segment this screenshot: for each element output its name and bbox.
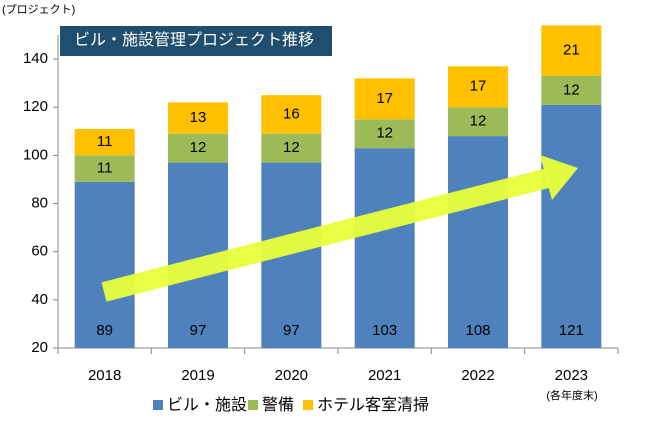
data-label: 17: [470, 78, 487, 95]
bar-segment: [74, 155, 135, 182]
bar-segment: [74, 181, 135, 348]
bar-segment: [261, 95, 322, 134]
bar-segment: [354, 119, 415, 149]
x-tick-label: 2022: [461, 367, 494, 384]
data-label: 17: [376, 90, 393, 107]
data-label: 97: [283, 322, 300, 339]
legend-swatch: [248, 400, 258, 410]
y-tick-label: 80: [31, 195, 48, 212]
x-tick-label: 2020: [275, 367, 308, 384]
bar-segment: [74, 128, 135, 156]
data-label: 108: [465, 322, 490, 339]
data-label: 21: [563, 42, 580, 59]
bar-segment: [261, 133, 322, 163]
bar-segment: [354, 148, 415, 348]
y-tick-label: 20: [31, 339, 48, 356]
data-label: 12: [376, 125, 393, 142]
legend-label: 警備: [262, 396, 294, 414]
data-label: 13: [190, 109, 207, 126]
bar-segment: [354, 78, 415, 120]
x-tick-label: 2023: [555, 367, 588, 384]
x-tick-label: 2018: [88, 367, 121, 384]
trend-arrow: [101, 155, 578, 302]
data-label: 16: [283, 105, 300, 122]
title-box: [60, 26, 332, 56]
chart-title: ビル・施設管理プロジェクト推移: [74, 31, 314, 49]
x-tick-label: 2019: [181, 367, 214, 384]
data-label: 97: [190, 322, 207, 339]
y-tick-label: 100: [23, 146, 48, 163]
bar-segment: [541, 104, 602, 348]
bar-segment: [448, 107, 508, 137]
data-label: 12: [563, 81, 580, 98]
data-label: 12: [190, 139, 207, 156]
y-tick-label: 120: [23, 98, 48, 115]
note: (各年度末): [546, 388, 597, 402]
legend-label: ホテル客室清掃: [317, 396, 429, 414]
data-label: 12: [283, 139, 300, 156]
y-tick-label: 60: [31, 243, 48, 260]
y-tick-label: 140: [23, 50, 48, 67]
bar-segment: [448, 66, 508, 108]
y-unit: (プロジェクト): [2, 3, 75, 16]
data-label: 11: [97, 160, 113, 177]
bar-segment: [541, 75, 602, 105]
x-tick-label: 2021: [368, 367, 401, 384]
legend-swatch: [303, 400, 313, 410]
legend-swatch: [153, 400, 163, 410]
data-label: 103: [372, 322, 397, 339]
data-label: 11: [97, 133, 113, 150]
bar-segment: [168, 133, 228, 163]
legend-label: ビル・施設: [167, 396, 247, 414]
bar-segment: [168, 102, 228, 134]
bar-segment: [448, 136, 508, 348]
data-label: 89: [96, 322, 113, 339]
bar-segment: [541, 25, 602, 76]
data-label: 12: [470, 113, 487, 130]
y-tick-label: 40: [31, 291, 48, 308]
data-label: 121: [559, 322, 584, 339]
